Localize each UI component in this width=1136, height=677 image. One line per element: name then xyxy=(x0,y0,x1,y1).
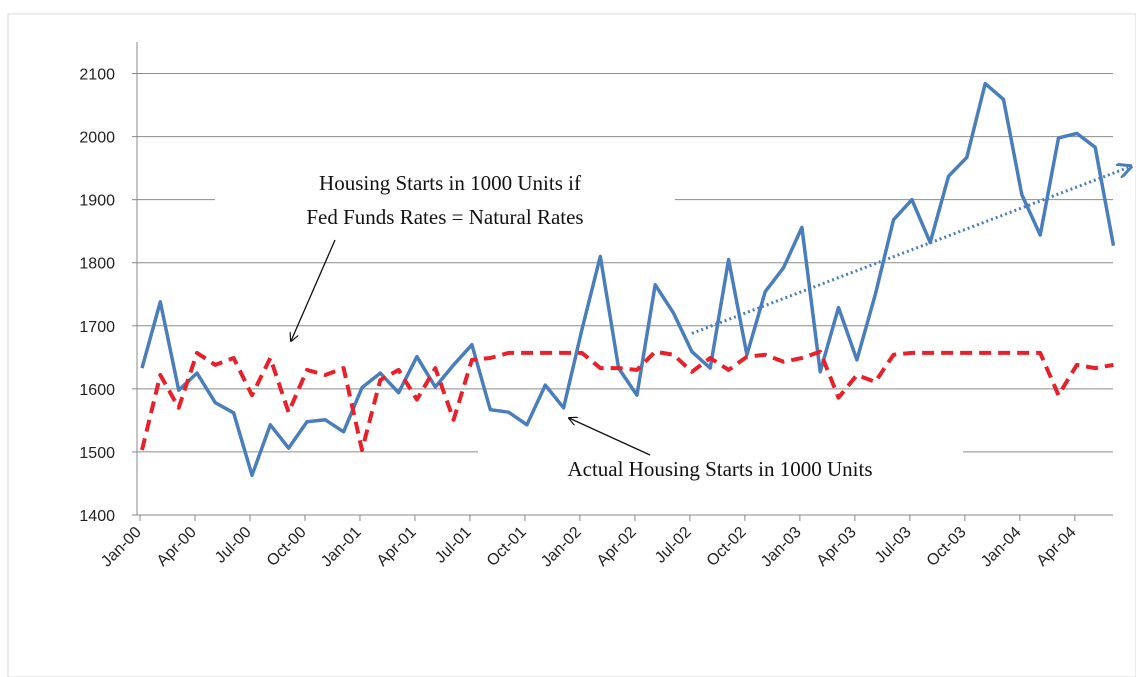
x-tick-label: Jul-01 xyxy=(432,524,475,567)
x-tick-label: Apr-01 xyxy=(374,524,420,570)
x-tick-label: Oct-01 xyxy=(484,524,530,570)
x-tick-label: Apr-04 xyxy=(1034,524,1080,570)
annotation-box xyxy=(478,440,963,480)
x-tick-label: Jul-02 xyxy=(652,524,695,567)
y-tick-label: 1600 xyxy=(79,382,115,399)
y-tick-label: 1900 xyxy=(79,193,115,210)
x-tick-label: Jan-02 xyxy=(538,524,585,571)
x-tick-label: Apr-00 xyxy=(154,524,200,570)
x-tick-label: Jul-03 xyxy=(872,524,915,567)
y-tick-label: 1800 xyxy=(79,256,115,273)
annotation-line: Housing Starts in 1000 Units if xyxy=(319,171,581,195)
annotation-line: Fed Funds Rates = Natural Rates xyxy=(306,205,583,229)
y-tick-label: 1700 xyxy=(79,319,115,336)
annotation: Actual Housing Starts in 1000 Units xyxy=(567,457,872,481)
x-tick-label: Jan-04 xyxy=(978,524,1025,571)
x-tick-label: Jul-00 xyxy=(212,524,255,567)
x-tick-label: Oct-02 xyxy=(704,524,750,570)
x-tick-label: Oct-00 xyxy=(264,524,310,570)
x-tick-label: Jan-03 xyxy=(758,524,805,571)
series-line xyxy=(140,349,1114,452)
x-tick-label: Oct-03 xyxy=(924,524,970,570)
annotation-arrow xyxy=(569,418,651,456)
y-tick-label: 1500 xyxy=(79,445,115,462)
y-tick-label: 1400 xyxy=(79,508,115,525)
chart-border xyxy=(7,13,1136,677)
annotation-box xyxy=(215,160,675,240)
x-tick-label: Apr-02 xyxy=(594,524,640,570)
x-tick-label: Jan-00 xyxy=(98,524,145,571)
annotation-line: Actual Housing Starts in 1000 Units xyxy=(567,457,872,481)
y-tick-label: 2100 xyxy=(79,67,115,84)
series-line xyxy=(140,81,1116,478)
x-tick-label: Jan-01 xyxy=(318,524,365,571)
annotation-arrow xyxy=(291,239,336,341)
y-tick-label: 2000 xyxy=(79,130,115,147)
x-tick-label: Apr-03 xyxy=(814,524,860,570)
annotation: Housing Starts in 1000 Units if Fed Funds… xyxy=(306,171,583,229)
trend-line xyxy=(691,168,1128,335)
